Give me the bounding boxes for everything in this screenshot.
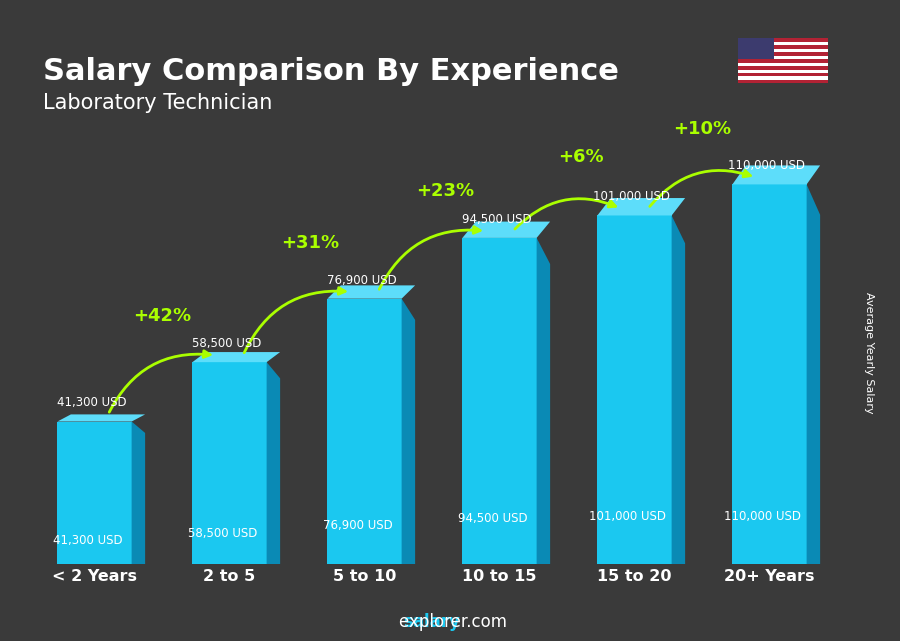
- Text: Salary Comparison By Experience: Salary Comparison By Experience: [43, 57, 619, 86]
- Text: +10%: +10%: [673, 120, 731, 138]
- FancyArrowPatch shape: [109, 351, 210, 412]
- Bar: [738, 38, 828, 42]
- Polygon shape: [806, 185, 820, 564]
- Text: +31%: +31%: [282, 234, 339, 252]
- Bar: [58, 422, 131, 564]
- Text: 76,900 USD: 76,900 USD: [327, 274, 397, 287]
- FancyArrowPatch shape: [650, 171, 751, 206]
- Bar: [738, 49, 828, 53]
- Polygon shape: [463, 222, 550, 238]
- Polygon shape: [266, 362, 280, 564]
- Polygon shape: [598, 198, 685, 215]
- Bar: [738, 76, 828, 80]
- FancyArrowPatch shape: [515, 199, 616, 229]
- Text: 94,500 USD: 94,500 USD: [462, 213, 532, 226]
- Bar: [738, 59, 828, 63]
- Bar: [738, 56, 828, 59]
- Bar: [598, 215, 671, 564]
- Bar: [738, 46, 828, 49]
- FancyArrowPatch shape: [379, 227, 480, 289]
- Text: 94,500 USD: 94,500 USD: [458, 512, 527, 525]
- Polygon shape: [671, 215, 685, 564]
- Text: +6%: +6%: [558, 148, 603, 166]
- Text: +23%: +23%: [417, 182, 474, 201]
- Text: salary: salary: [403, 613, 461, 631]
- Text: 41,300 USD: 41,300 USD: [57, 396, 127, 410]
- Polygon shape: [536, 238, 550, 564]
- Polygon shape: [193, 352, 280, 362]
- Text: 101,000 USD: 101,000 USD: [590, 510, 666, 522]
- Polygon shape: [733, 165, 820, 185]
- Text: +42%: +42%: [133, 306, 191, 324]
- Text: 58,500 USD: 58,500 USD: [192, 337, 262, 350]
- Bar: [738, 66, 828, 69]
- Polygon shape: [131, 422, 145, 564]
- Bar: [328, 299, 401, 564]
- Bar: [738, 63, 828, 66]
- Bar: [463, 238, 536, 564]
- Polygon shape: [58, 414, 145, 422]
- FancyArrowPatch shape: [244, 288, 345, 353]
- Bar: [738, 73, 828, 76]
- Text: 76,900 USD: 76,900 USD: [323, 519, 392, 532]
- Polygon shape: [328, 285, 415, 299]
- Bar: [738, 42, 828, 46]
- Bar: [738, 53, 828, 56]
- Text: 110,000 USD: 110,000 USD: [728, 160, 806, 172]
- Text: Laboratory Technician: Laboratory Technician: [43, 93, 273, 113]
- Text: 110,000 USD: 110,000 USD: [724, 510, 801, 522]
- Text: 101,000 USD: 101,000 USD: [593, 190, 670, 203]
- Text: Average Yearly Salary: Average Yearly Salary: [863, 292, 874, 413]
- Bar: [733, 185, 806, 564]
- Bar: [738, 38, 774, 59]
- Bar: [738, 69, 828, 73]
- Text: explorer.com: explorer.com: [357, 613, 507, 631]
- Text: 58,500 USD: 58,500 USD: [188, 527, 257, 540]
- Bar: [193, 362, 266, 564]
- Bar: [738, 80, 828, 83]
- Text: 41,300 USD: 41,300 USD: [53, 534, 122, 547]
- Polygon shape: [401, 299, 415, 564]
